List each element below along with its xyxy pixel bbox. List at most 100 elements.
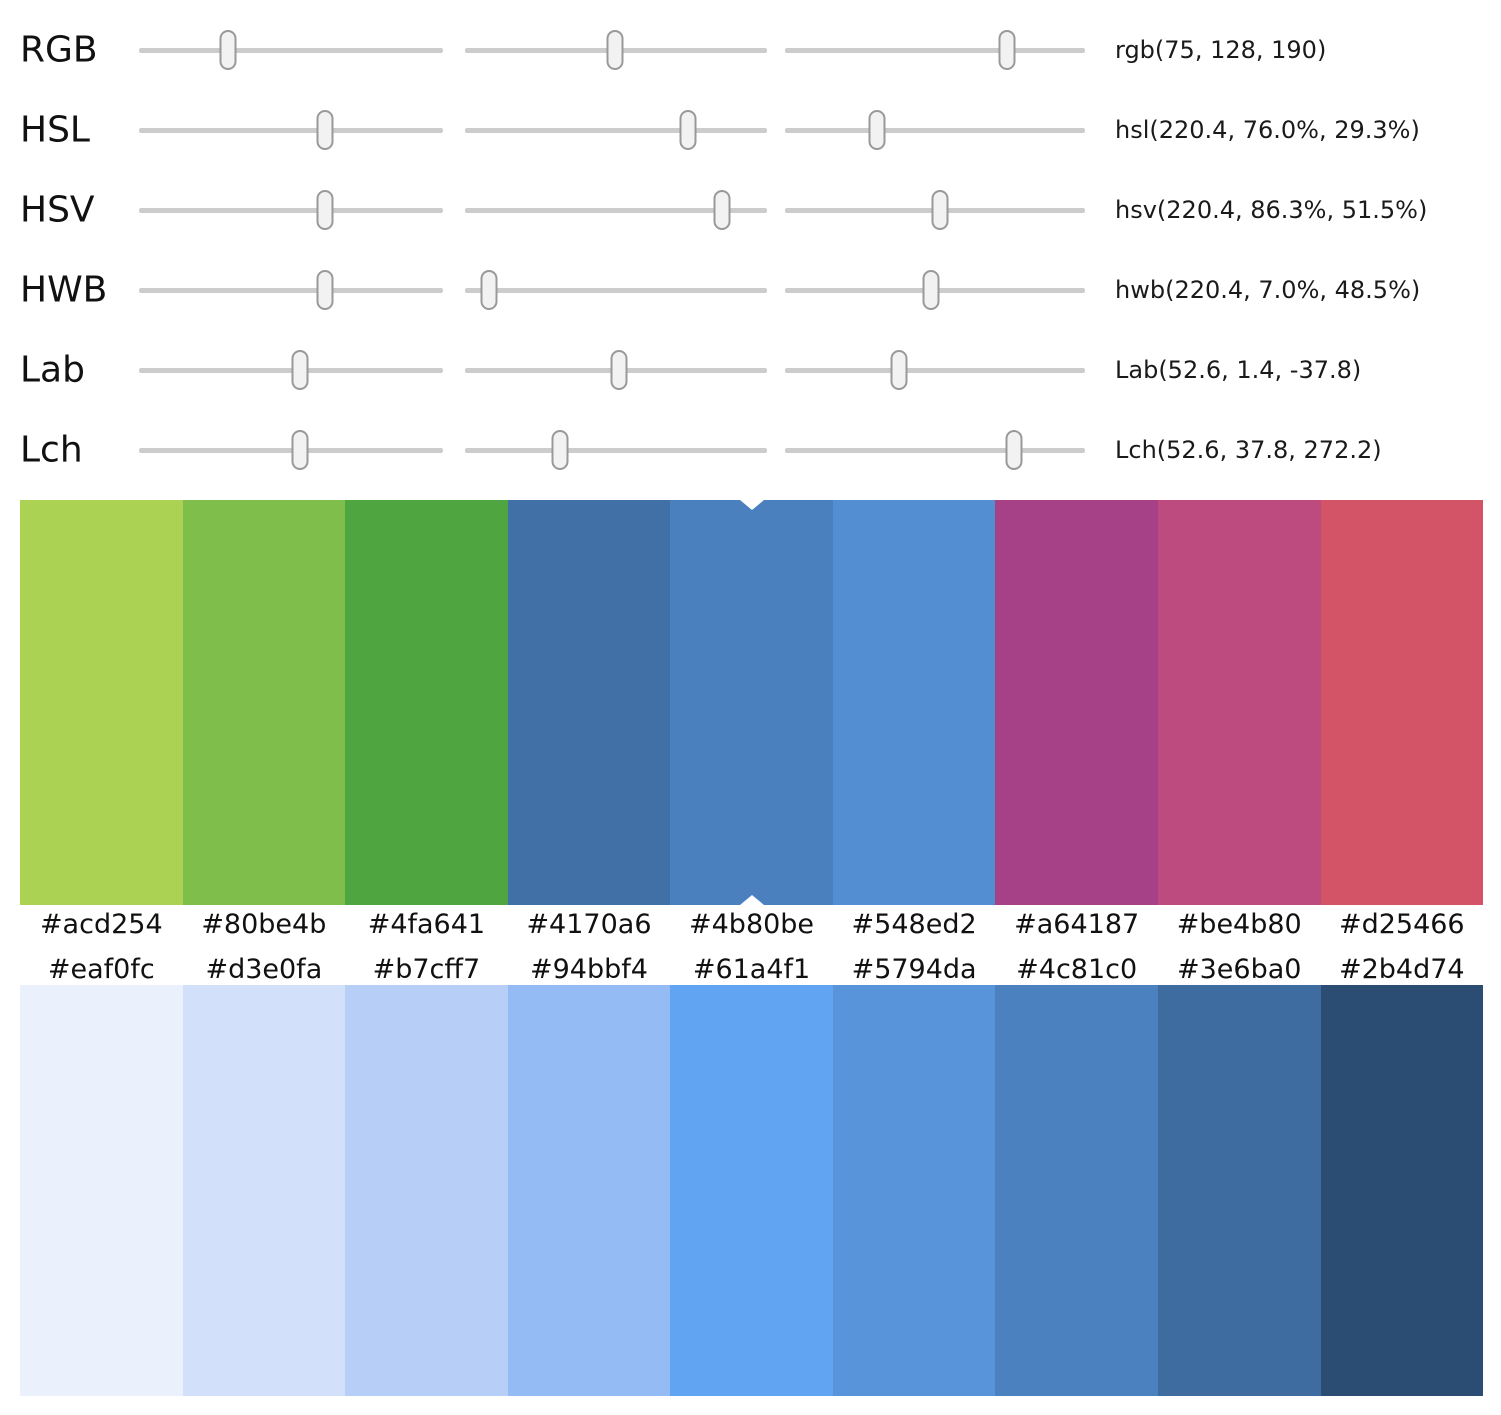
main-hex-label-1: #80be4b (201, 909, 327, 940)
main-hex-label-4: #4b80be (689, 909, 815, 940)
main-hex-label-6: #a64187 (1014, 909, 1140, 940)
main-swatch-8[interactable] (1320, 500, 1484, 905)
lab-lightness-slider[interactable] (139, 330, 443, 410)
rgb-value-text: rgb(75, 128, 190) (1115, 36, 1327, 64)
lch-chroma-slider[interactable] (465, 410, 767, 490)
hsl-hue-track[interactable] (139, 127, 443, 133)
tint-hex-label-7: #3e6ba0 (1176, 954, 1302, 985)
main-swatch-1[interactable] (182, 500, 346, 905)
tint-swatch-7[interactable] (1157, 985, 1321, 1396)
rgb-red-track[interactable] (139, 47, 443, 53)
hsl-label: HSL (20, 109, 90, 151)
hwb-value-text: hwb(220.4, 7.0%, 48.5%) (1115, 276, 1421, 304)
hsv-value-slider[interactable] (785, 170, 1085, 250)
hsl-hue-thumb[interactable] (316, 110, 334, 150)
main-swatch-6[interactable] (995, 500, 1158, 905)
hwb-blackness-thumb[interactable] (922, 270, 939, 310)
lch-chroma-thumb[interactable] (551, 430, 569, 470)
main-hex-label-3: #4170a6 (526, 909, 652, 940)
main-swatch-5[interactable] (832, 500, 996, 905)
lab-a-thumb[interactable] (610, 350, 628, 390)
hwb-label: HWB (20, 269, 108, 311)
rgb-green-thumb[interactable] (606, 30, 624, 70)
lab-a-slider[interactable] (465, 330, 767, 410)
tint-hex-label-0: #eaf0fc (47, 954, 155, 985)
hsl-hue-slider[interactable] (139, 90, 443, 170)
hsv-saturation-slider[interactable] (465, 170, 767, 250)
hsv-value-text: hsv(220.4, 86.3%, 51.5%) (1115, 196, 1428, 224)
rgb-blue-thumb[interactable] (998, 30, 1016, 70)
lab-lightness-track[interactable] (139, 367, 443, 373)
lab-value-text: Lab(52.6, 1.4, -37.8) (1115, 356, 1362, 384)
lch-lightness-track[interactable] (139, 447, 443, 453)
main-swatch-7[interactable] (1157, 500, 1321, 905)
rgb-red-thumb[interactable] (219, 30, 237, 70)
lab-lightness-thumb[interactable] (291, 350, 309, 390)
rgb-blue-track[interactable] (785, 47, 1085, 53)
lab-b-slider[interactable] (785, 330, 1085, 410)
lab-label: Lab (20, 349, 85, 391)
hsv-saturation-thumb[interactable] (713, 190, 731, 230)
hwb-whiteness-thumb[interactable] (480, 270, 498, 310)
main-swatch-3[interactable] (507, 500, 671, 905)
main-hex-label-0: #acd254 (39, 909, 163, 940)
tint-hex-label-1: #d3e0fa (205, 954, 323, 985)
hsl-lightness-track[interactable] (785, 127, 1085, 133)
tint-hex-label-5: #5794da (851, 954, 977, 985)
slider-row-hsl: HSL hsl(220.4, 76.0%, 29.3%) (0, 90, 1501, 170)
lch-lightness-slider[interactable] (139, 410, 443, 490)
hsv-hue-thumb[interactable] (316, 190, 334, 230)
tint-swatch-1[interactable] (182, 985, 346, 1396)
palette-panel: #acd254 #80be4b #4fa641 #4170a6 #4b80be … (20, 500, 1484, 1396)
tint-swatch-0[interactable] (20, 985, 183, 1396)
hsv-value-thumb[interactable] (931, 190, 948, 230)
hsl-saturation-track[interactable] (465, 127, 767, 133)
hsl-value-text: hsl(220.4, 76.0%, 29.3%) (1115, 116, 1420, 144)
tint-swatch-6[interactable] (995, 985, 1158, 1396)
rgb-blue-slider[interactable] (785, 10, 1085, 90)
lch-value-text: Lch(52.6, 37.8, 272.2) (1115, 436, 1382, 464)
hwb-whiteness-track[interactable] (465, 287, 767, 293)
lab-b-track[interactable] (785, 367, 1085, 373)
hwb-hue-track[interactable] (139, 287, 443, 293)
hsl-saturation-slider[interactable] (465, 90, 767, 170)
rgb-label: RGB (20, 29, 98, 71)
rgb-red-slider[interactable] (139, 10, 443, 90)
tint-hex-label-8: #2b4d74 (1338, 954, 1465, 985)
tint-swatch-2[interactable] (345, 985, 508, 1396)
lch-hue-track[interactable] (785, 447, 1085, 453)
tint-palette-strip (20, 985, 1484, 1396)
tint-swatch-4[interactable] (670, 985, 833, 1396)
hsl-lightness-slider[interactable] (785, 90, 1085, 170)
tint-hex-label-3: #94bbf4 (529, 954, 648, 985)
main-swatch-4-selected[interactable] (670, 500, 833, 905)
hsv-hue-track[interactable] (139, 207, 443, 213)
lch-hue-slider[interactable] (785, 410, 1085, 490)
lch-lightness-thumb[interactable] (291, 430, 309, 470)
hsv-hue-slider[interactable] (139, 170, 443, 250)
slider-row-lch: Lch Lch(52.6, 37.8, 272.2) (0, 410, 1501, 490)
main-swatch-2[interactable] (345, 500, 508, 905)
main-swatch-0[interactable] (20, 500, 183, 905)
hsl-saturation-thumb[interactable] (679, 110, 697, 150)
hwb-whiteness-slider[interactable] (465, 250, 767, 330)
main-hex-label-2: #4fa641 (367, 909, 486, 940)
tint-swatch-5[interactable] (832, 985, 996, 1396)
slider-row-hsv: HSV hsv(220.4, 86.3%, 51.5%) (0, 170, 1501, 250)
hwb-hue-slider[interactable] (139, 250, 443, 330)
hsv-label: HSV (20, 189, 95, 231)
lab-b-thumb[interactable] (890, 350, 908, 390)
lch-hue-thumb[interactable] (1005, 430, 1023, 470)
tint-hex-label-4: #61a4f1 (692, 954, 811, 985)
hsv-saturation-track[interactable] (465, 207, 767, 213)
main-hex-label-5: #548ed2 (851, 909, 977, 940)
tint-swatch-8[interactable] (1320, 985, 1484, 1396)
tint-swatch-3[interactable] (507, 985, 671, 1396)
rgb-green-slider[interactable] (465, 10, 767, 90)
slider-row-lab: Lab Lab(52.6, 1.4, -37.8) (0, 330, 1501, 410)
hwb-hue-thumb[interactable] (316, 270, 334, 310)
hwb-blackness-slider[interactable] (785, 250, 1085, 330)
lch-chroma-track[interactable] (465, 447, 767, 453)
hsl-lightness-thumb[interactable] (868, 110, 885, 150)
